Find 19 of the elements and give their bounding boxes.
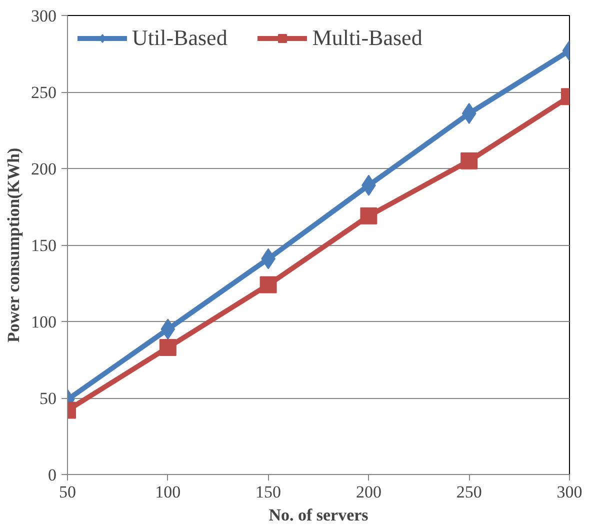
y-tick-label: 50 — [40, 389, 56, 408]
y-tick-label: 250 — [31, 83, 56, 102]
point — [360, 207, 378, 224]
x-tick-label: 200 — [356, 482, 382, 502]
y-tick-label: 100 — [31, 312, 56, 332]
x-tick-label: 300 — [556, 482, 582, 502]
y-tick-label: 200 — [31, 160, 56, 178]
x-axis-title: No. of servers — [268, 506, 369, 524]
y-tick-label: 300 — [31, 6, 56, 26]
x-tick-label: 50 — [59, 482, 76, 502]
point — [260, 276, 277, 294]
y-axis-title: Power consumption(KWh) — [4, 148, 23, 343]
legend-label: Util-Based — [132, 25, 228, 51]
x-tick-label: 100 — [155, 482, 181, 502]
y-tick-label: 0 — [48, 466, 56, 484]
legend-label: Multi-Based — [312, 25, 422, 51]
x-tick-label: 250 — [456, 482, 482, 502]
y-tick-label: 150 — [31, 236, 56, 255]
x-tick-label: 150 — [256, 482, 282, 502]
